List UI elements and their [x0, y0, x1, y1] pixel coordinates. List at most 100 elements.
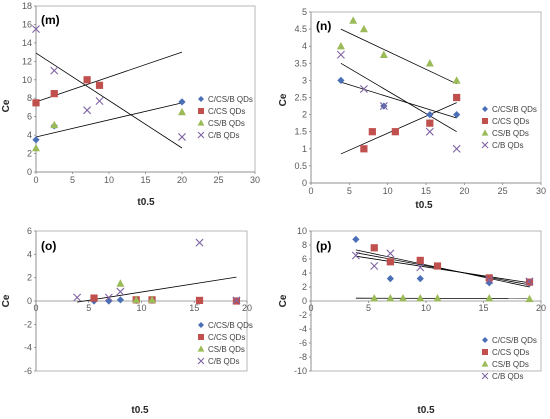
point-c-cs-qds — [32, 99, 40, 107]
point-c-b-qds — [359, 84, 368, 93]
point-cs-b-qds — [336, 42, 345, 50]
y-tick-label: 6 — [302, 254, 307, 264]
legend-marker-c-cs-qds — [482, 118, 488, 124]
x-tick-label: 20 — [177, 175, 187, 185]
point-c-cs-b-qds — [386, 275, 394, 283]
y-tick-label: -4 — [299, 324, 307, 334]
y-tick-label: 16 — [22, 19, 32, 29]
legend-o: C/CS/B QDs C/CS QDs CS/B QDs C/B QDs — [197, 321, 253, 366]
x-stroke — [116, 287, 125, 296]
panel-label-p: (p) — [316, 239, 331, 253]
y-tick-label: -8 — [299, 352, 307, 362]
x-tick-label: 0 — [308, 186, 313, 196]
point-c-b-qds — [83, 106, 92, 115]
point-c-cs-qds — [453, 93, 461, 102]
point-c-cs-qds — [433, 262, 442, 270]
point-c-b-qds — [336, 50, 345, 59]
x-stroke — [232, 296, 241, 305]
trendline — [340, 62, 457, 133]
x-stroke — [379, 102, 388, 111]
point-c-cs-qds — [485, 274, 493, 282]
x-tick-label: 10 — [383, 186, 393, 196]
panel-label-n: (n) — [316, 19, 331, 33]
x-tick-label: 15 — [478, 303, 488, 313]
y-tick-label: 10 — [22, 75, 32, 85]
point-c-b-qds — [32, 25, 40, 34]
x-tick-label: 5 — [86, 303, 91, 313]
point-c-cs-b-qds — [178, 98, 186, 106]
point-c-cs-b-qds — [116, 296, 124, 304]
legend-label-cs-b-qds: CS/B QDs — [492, 360, 529, 369]
legend-marker-c-cs-qds — [198, 108, 204, 114]
x-axis-label-p: t0.5 — [417, 405, 435, 416]
y-tick-label: 8 — [302, 240, 307, 250]
trendline — [35, 51, 183, 103]
legend-label-c-cs-qds: C/CS QDs — [492, 117, 529, 126]
y-tick-label: 14 — [22, 38, 32, 48]
point-cs-b-qds — [359, 24, 368, 33]
point-cs-b-qds — [148, 295, 157, 304]
point-c-b-qds — [416, 263, 425, 272]
legend-label-c-cs-qds: C/CS QDs — [208, 333, 245, 342]
x-stroke — [104, 293, 113, 302]
point-cs-b-qds — [50, 120, 59, 129]
x-tick-label: 25 — [498, 186, 508, 196]
x-stroke — [386, 249, 395, 258]
trendline — [355, 255, 530, 284]
plot-area-n — [310, 11, 542, 184]
x-stroke — [481, 372, 489, 380]
legend-label-cs-b-qds: CS/B QDs — [492, 129, 529, 138]
point-c-cs-qds — [368, 128, 376, 136]
x-stroke — [32, 25, 40, 34]
x-tick-label: 15 — [189, 303, 199, 313]
point-c-b-qds — [116, 287, 125, 296]
y-tick-label: 5 — [302, 7, 307, 17]
x-tick-label: 0 — [33, 175, 38, 185]
y-tick-label: 8 — [27, 93, 32, 103]
point-c-b-qds — [50, 66, 59, 75]
y-tick-label: -6 — [299, 338, 307, 348]
x-stroke — [178, 132, 186, 141]
data-points-m — [32, 25, 186, 152]
point-cs-b-qds — [132, 295, 141, 304]
y-tick-label: -2 — [24, 319, 32, 329]
point-c-cs-qds — [360, 145, 368, 153]
y-tick-label: 2.5 — [294, 93, 307, 103]
x-stroke — [359, 84, 368, 93]
y-tick-label: -2 — [299, 310, 307, 320]
legend-label-c-b-qds: C/B QDs — [208, 357, 240, 366]
x-tick-label: 10 — [104, 175, 114, 185]
x-tick-label: 0 — [33, 303, 38, 313]
point-cs-b-qds — [379, 50, 388, 58]
y-tick-label: 2 — [27, 149, 32, 159]
legend-label-c-cs-b-qds: C/CS/B QDs — [492, 336, 537, 345]
x-axis-label-o: t0.5 — [131, 405, 149, 416]
point-cs-b-qds — [178, 107, 186, 116]
legend-marker-c-cs-b-qds — [482, 106, 488, 112]
y-tick-label: 0 — [302, 296, 307, 306]
trendline — [340, 81, 457, 119]
tick-labels-m: 0 2 4 6 8 10 12 14 16 18 0 5 10 15 20 25 30 — [22, 1, 260, 185]
x-tick-label: 5 — [347, 186, 352, 196]
legend-marker-c-b-qds — [197, 131, 205, 139]
legend-label-c-cs-qds: C/CS QDs — [208, 107, 245, 116]
legend-label-c-cs-b-qds: C/CS/B QDs — [208, 95, 253, 104]
legend-marker-c-cs-qds — [482, 349, 488, 355]
x-stroke — [485, 276, 494, 284]
legend-marker-c-cs-qds — [198, 334, 204, 340]
data-points-p — [351, 235, 534, 303]
y-tick-label: 1.5 — [294, 127, 307, 137]
y-tick-label: 10 — [297, 226, 307, 236]
x-stroke — [525, 277, 534, 286]
point-c-b-qds — [425, 127, 434, 136]
legend-marker-c-cs-b-qds — [198, 322, 204, 328]
point-c-cs-b-qds — [453, 111, 461, 119]
point-c-cs-b-qds — [32, 136, 40, 144]
legend-marker-cs-b-qds — [197, 345, 205, 352]
y-tick-label: 4.5 — [294, 24, 307, 34]
legend-marker-c-cs-b-qds — [198, 96, 204, 102]
point-c-b-qds — [195, 238, 204, 247]
point-c-cs-qds — [426, 119, 434, 127]
